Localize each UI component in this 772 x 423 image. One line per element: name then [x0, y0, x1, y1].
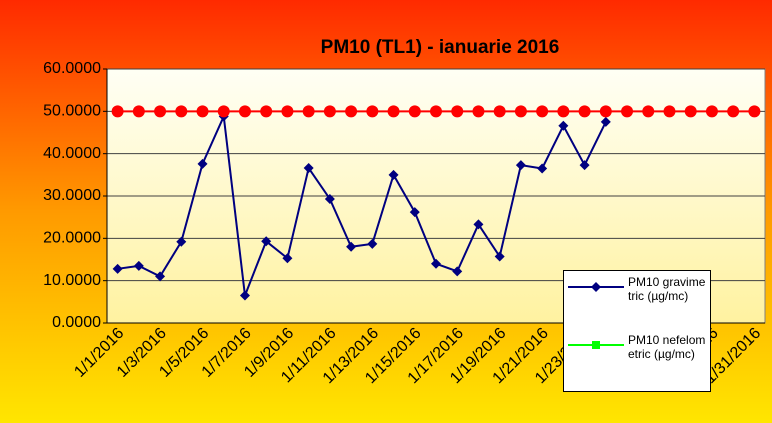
y-tick-label: 20.0000	[43, 230, 101, 247]
y-tick-label: 40.0000	[43, 145, 101, 162]
data-point	[261, 236, 272, 247]
data-point	[133, 260, 144, 271]
data-point	[112, 263, 123, 274]
data-point	[558, 120, 569, 131]
data-point	[282, 253, 293, 264]
legend-label: PM10 nefelometric (µg/mc)	[628, 333, 706, 361]
data-point	[473, 219, 484, 230]
data-point	[494, 251, 505, 262]
data-point	[132, 105, 145, 118]
data-point	[705, 105, 718, 118]
data-point	[346, 241, 357, 252]
data-point	[197, 158, 208, 169]
data-point	[303, 163, 314, 174]
legend-marker	[591, 282, 601, 292]
data-point	[408, 105, 421, 118]
data-point	[155, 271, 166, 282]
data-point	[578, 105, 591, 118]
legend-key	[568, 282, 624, 292]
data-point	[367, 238, 378, 249]
data-point	[175, 105, 188, 118]
data-point	[557, 105, 570, 118]
data-point	[238, 105, 251, 118]
data-point	[387, 105, 400, 118]
data-point	[727, 105, 740, 118]
data-point	[260, 105, 273, 118]
data-point	[176, 236, 187, 247]
data-point	[323, 105, 336, 118]
data-point	[452, 266, 463, 277]
data-point	[431, 258, 441, 269]
data-point	[345, 105, 358, 118]
data-point	[366, 105, 379, 118]
data-point	[684, 105, 697, 118]
legend-label: PM10 gravimetric (µg/mc)	[628, 275, 706, 303]
data-point	[514, 105, 527, 118]
data-point	[599, 105, 612, 118]
legend-item: PM10 nefelometric (µg/mc)	[568, 333, 708, 389]
y-tick-label: 0.0000	[52, 314, 101, 331]
data-point	[196, 105, 209, 118]
data-point	[663, 105, 676, 118]
y-tick-label: 50.0000	[43, 103, 101, 120]
data-point	[239, 290, 250, 301]
data-point	[302, 105, 315, 118]
data-point	[621, 105, 634, 118]
data-point	[281, 105, 294, 118]
data-point	[324, 193, 335, 204]
data-point	[600, 116, 611, 127]
data-point	[409, 207, 420, 218]
data-point	[388, 169, 399, 180]
data-point	[430, 105, 442, 118]
legend-key	[568, 341, 624, 349]
legend-item: PM10 gravimetric (µg/mc)	[568, 275, 708, 331]
legend: PM10 gravimetric (µg/mc) PM10 nefelometri…	[563, 270, 711, 392]
chart-title: PM10 (TL1) - ianuarie 2016	[321, 37, 560, 58]
data-point	[537, 163, 548, 174]
y-tick-label: 30.0000	[43, 187, 101, 204]
data-point	[515, 160, 526, 171]
data-point	[472, 105, 485, 118]
data-point	[451, 105, 464, 118]
data-point	[748, 105, 761, 118]
data-point	[217, 105, 230, 118]
y-tick-label: 60.0000	[43, 60, 101, 77]
y-tick-label: 10.0000	[43, 272, 101, 289]
data-point	[536, 105, 549, 118]
data-point	[154, 105, 167, 118]
legend-marker	[592, 341, 600, 349]
data-point	[111, 105, 124, 118]
data-point	[642, 105, 655, 118]
data-point	[493, 105, 506, 118]
data-point	[579, 160, 590, 171]
